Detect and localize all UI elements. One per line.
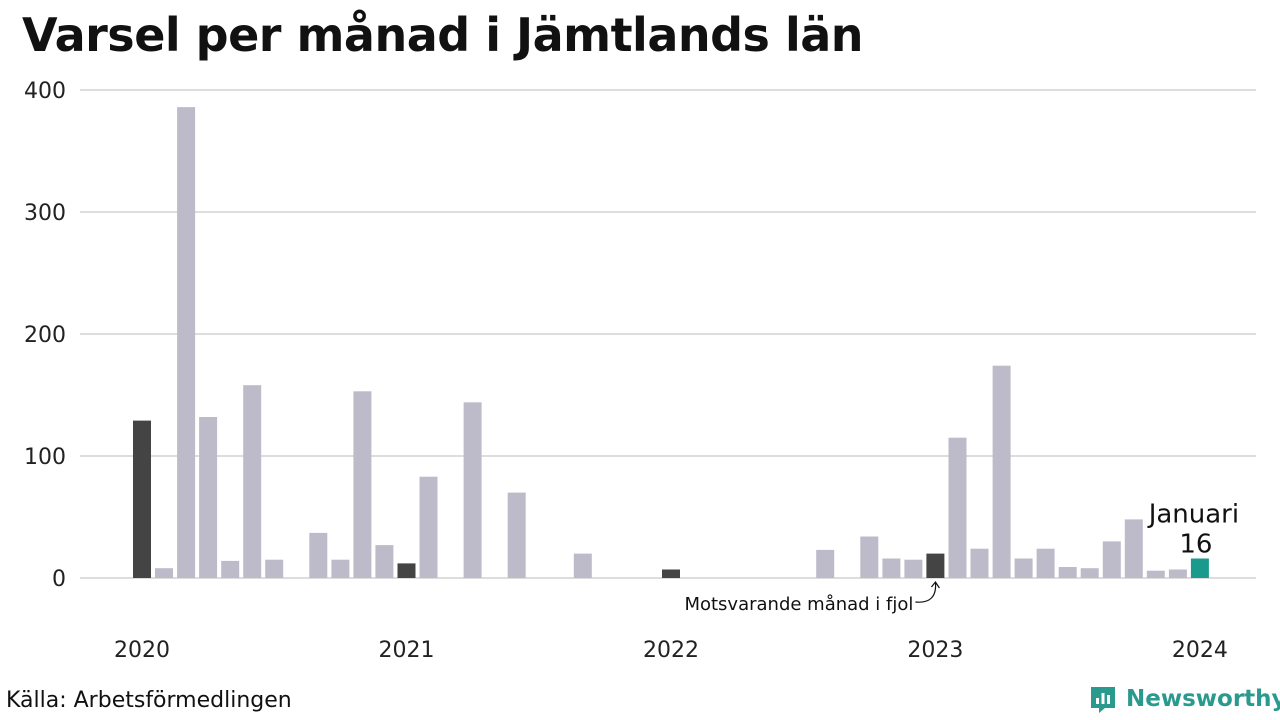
bar: [155, 568, 173, 578]
x-axis-year-labels: 2020 2021 2022 2023 2024: [114, 638, 1228, 663]
bar: [1102, 541, 1121, 578]
same-month-arrow-icon: [915, 580, 940, 603]
same-month-annotation: Motsvarande månad i fjol: [684, 594, 913, 615]
bar: [970, 548, 989, 578]
bar: [353, 391, 372, 578]
bar: [375, 545, 394, 578]
bar-current-month: [1190, 558, 1209, 578]
x-tick-label: 2021: [379, 638, 435, 663]
bar: [882, 558, 901, 578]
brand-logo: Newsworthy: [1088, 684, 1280, 714]
x-tick-label: 2023: [907, 638, 963, 663]
newsworthy-logo-icon: [1091, 687, 1115, 713]
bar: [1014, 558, 1033, 578]
y-tick-label: 100: [24, 445, 66, 470]
bar: [573, 553, 592, 578]
bar: [265, 559, 284, 578]
bar: [1058, 567, 1077, 578]
bar: [1168, 569, 1187, 578]
source-note: Källa: Arbetsförmedlingen: [6, 688, 292, 713]
bar: [309, 532, 328, 578]
bar: [948, 437, 967, 578]
y-tick-label: 200: [24, 323, 66, 348]
bar: [860, 536, 879, 578]
x-tick-label: 2024: [1172, 638, 1228, 663]
y-tick-label: 0: [52, 567, 66, 592]
bar: [1036, 548, 1055, 578]
annotations: Motsvarande månad i fjol Januari 16: [684, 500, 1239, 616]
bar: [177, 107, 196, 578]
bar: [507, 492, 526, 578]
bar: [904, 559, 923, 578]
bar: [1080, 568, 1099, 578]
bar: [331, 559, 350, 578]
y-tick-label: 400: [24, 79, 66, 104]
bar-same-month-last-year: [926, 553, 945, 578]
bar: [816, 549, 835, 578]
y-tick-label: 300: [24, 201, 66, 226]
brand-name: Newsworthy: [1126, 686, 1280, 712]
bar-same-month-last-year: [397, 563, 416, 578]
bar: [992, 365, 1011, 578]
x-tick-label: 2020: [114, 638, 170, 663]
y-axis-ticks: 0 100 200 300 400: [24, 79, 66, 592]
bar: [1124, 519, 1143, 578]
bar: [243, 385, 262, 578]
current-month-label: Januari: [1147, 500, 1239, 530]
x-tick-label: 2022: [643, 638, 699, 663]
bar-same-month-last-year: [133, 420, 151, 578]
bar: [199, 417, 218, 578]
bars: [133, 107, 1209, 578]
chart-title: Varsel per månad i Jämtlands län: [22, 8, 864, 62]
bar-chart: 0 100 200 300 400 2020 2021 2022 2023 2024 Motsv…: [24, 79, 1256, 663]
current-value-label: 16: [1179, 530, 1212, 560]
bar: [419, 476, 438, 578]
bar: [221, 560, 240, 578]
bar-same-month-last-year: [662, 569, 680, 578]
bar: [1146, 570, 1165, 578]
bar: [463, 402, 482, 578]
